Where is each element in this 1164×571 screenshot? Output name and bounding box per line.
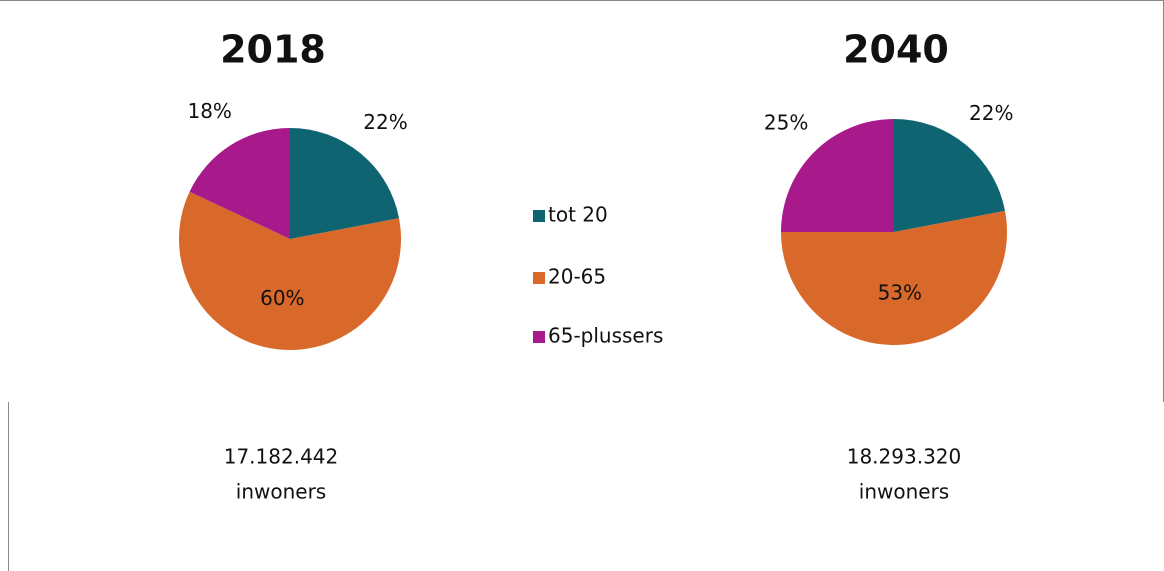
pie-slice: [179, 191, 401, 351]
legend-label: tot 20: [548, 203, 608, 227]
data-label: 18%: [187, 99, 231, 123]
data-label: 22%: [363, 110, 407, 134]
legend-swatch: [533, 331, 545, 343]
pie-slice: [290, 128, 400, 239]
annotation: 17.182.442: [224, 445, 339, 469]
legend-label: 65-plussers: [548, 324, 663, 348]
data-label: 53%: [878, 280, 922, 304]
data-label: 60%: [260, 286, 304, 310]
annotation: 18.293.320: [847, 445, 962, 469]
legend-label: 20-65: [548, 265, 606, 289]
pie-slice: [894, 119, 1005, 232]
chart-title: 2018: [220, 28, 326, 72]
data-label: 25%: [764, 111, 808, 135]
pie-slice: [781, 119, 894, 232]
annotation: inwoners: [859, 480, 949, 504]
pie-slice: [189, 128, 290, 239]
annotation: inwoners: [236, 480, 326, 504]
legend-swatch: [533, 272, 545, 284]
data-label: 22%: [969, 101, 1013, 125]
chart-title: 2040: [843, 28, 949, 72]
legend-swatch: [533, 210, 545, 222]
pie-slice: [781, 210, 1007, 345]
